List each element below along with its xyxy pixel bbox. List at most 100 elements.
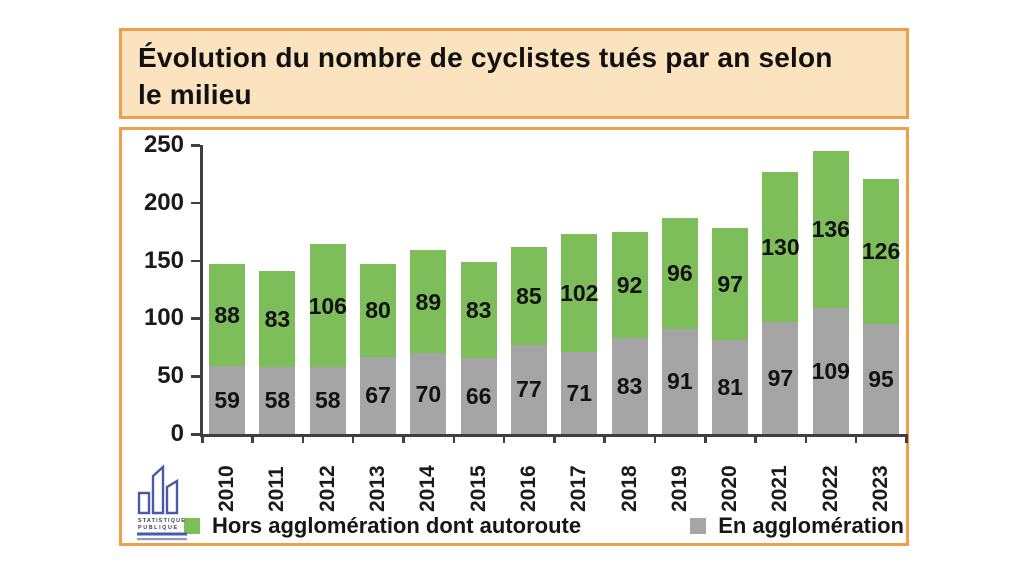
bar-segment-en-agglomeration <box>561 351 598 434</box>
value-label-en-agglomeration: 58 <box>314 387 341 414</box>
x-tick-mark <box>653 434 657 443</box>
y-tick-mark <box>191 259 200 263</box>
value-label-en-agglomeration: 66 <box>465 382 492 409</box>
y-tick-mark <box>191 433 200 436</box>
value-label-en-agglomeration: 58 <box>264 387 291 414</box>
bar-segment-en-agglomeration <box>209 365 246 434</box>
x-axis-year-label: 2017 <box>567 465 591 512</box>
x-axis-year-label: 2010 <box>215 465 239 512</box>
value-label-hors-agglomeration: 89 <box>415 288 442 315</box>
x-tick-mark <box>854 434 858 443</box>
value-label-en-agglomeration: 67 <box>365 382 391 409</box>
logo-buildings-icon <box>137 464 179 515</box>
bar-segment-hors-agglomeration <box>410 250 447 354</box>
value-label-en-agglomeration: 81 <box>717 374 743 401</box>
legend-label-en-agglomeration: En agglomération <box>718 513 904 538</box>
bar-segment-hors-agglomeration <box>762 171 799 322</box>
logo-rule-1 <box>137 532 187 536</box>
value-label-hors-agglomeration: 130 <box>761 233 800 260</box>
y-axis-line <box>200 145 203 437</box>
x-tick-mark <box>502 434 506 443</box>
x-axis-year-label: 2019 <box>667 465 691 512</box>
value-label-hors-agglomeration: 136 <box>811 216 850 243</box>
x-axis-year-label: 2013 <box>366 465 390 512</box>
y-tick-mark <box>191 375 200 378</box>
y-tick-mark <box>191 317 200 320</box>
value-label-en-agglomeration: 95 <box>868 366 894 393</box>
value-label-hors-agglomeration: 102 <box>560 279 599 306</box>
bar-segment-hors-agglomeration <box>510 246 547 345</box>
x-axis-year-label: 2023 <box>869 465 893 512</box>
x-axis-year-label: 2016 <box>516 465 540 512</box>
y-tick-label: 0 <box>170 420 184 447</box>
x-tick-mark <box>301 434 305 443</box>
chart-title-line1: Évolution du nombre de cyclistes tués pa… <box>138 42 833 73</box>
logo-text-line2: PUBLIQUE <box>138 525 179 531</box>
value-label-en-agglomeration: 83 <box>616 373 643 400</box>
x-axis-year-label: 2014 <box>416 465 440 512</box>
bar-segment-hors-agglomeration <box>611 231 648 339</box>
bar-segment-en-agglomeration <box>360 356 397 434</box>
bar-segment-en-agglomeration <box>611 338 648 434</box>
bar-segment-en-agglomeration <box>309 366 346 434</box>
chart-legend: Hors agglomération dont autoroute En agg… <box>184 513 904 539</box>
x-axis-year-label: 2020 <box>718 465 742 512</box>
value-label-en-agglomeration: 97 <box>767 364 794 391</box>
y-tick-label: 100 <box>143 304 184 332</box>
x-axis-year-label: 2012 <box>315 465 339 512</box>
bar-segment-en-agglomeration <box>259 366 296 434</box>
chart-title-box: Évolution du nombre de cyclistes tués pa… <box>119 28 909 119</box>
value-label-hors-agglomeration: 85 <box>516 282 542 309</box>
bar-segment-en-agglomeration <box>712 340 749 434</box>
bar-segment-hors-agglomeration <box>561 234 598 352</box>
value-label-en-agglomeration: 70 <box>415 380 442 407</box>
bar-segment-en-agglomeration <box>661 328 698 434</box>
x-axis-year-label: 2022 <box>818 465 842 512</box>
legend-label-hors-agglomeration: Hors agglomération dont autoroute <box>212 513 582 538</box>
value-label-en-agglomeration: 109 <box>811 357 850 384</box>
bar-segment-en-agglomeration <box>762 321 799 434</box>
x-tick-mark <box>704 434 707 443</box>
logo-rule-2 <box>137 538 187 541</box>
x-axis-year-label: 2018 <box>617 465 641 512</box>
x-tick-mark <box>402 434 405 443</box>
bar-segment-hors-agglomeration <box>259 271 296 367</box>
bar-segment-en-agglomeration <box>863 324 900 434</box>
x-tick-mark <box>754 434 757 443</box>
value-label-hors-agglomeration: 96 <box>667 260 693 287</box>
bar-segment-hors-agglomeration <box>360 264 397 357</box>
bar-segment-hors-agglomeration <box>209 264 246 366</box>
x-tick-mark <box>351 434 355 443</box>
x-tick-mark <box>201 434 204 443</box>
x-axis-year-label: 2011 <box>265 466 289 512</box>
bar-segment-en-agglomeration <box>410 353 447 434</box>
x-tick-mark <box>905 434 908 443</box>
bar-segment-hors-agglomeration <box>812 150 849 308</box>
bar-segment-en-agglomeration <box>510 344 547 434</box>
bar-segment-hors-agglomeration <box>712 228 749 341</box>
y-tick-mark <box>191 144 200 147</box>
chart-panel: 0 50 100 150 200 250 59 88 2010 58 83 2011 58 106 2012… <box>119 127 909 546</box>
x-tick-mark <box>553 434 556 443</box>
bar-segment-hors-agglomeration <box>460 261 497 358</box>
value-label-en-agglomeration: 71 <box>566 379 593 406</box>
value-label-hors-agglomeration: 106 <box>308 292 347 319</box>
logo-text-line1: STATISTIQUE <box>138 518 186 524</box>
value-label-hors-agglomeration: 83 <box>264 305 291 332</box>
x-tick-mark <box>251 434 254 443</box>
value-label-hors-agglomeration: 83 <box>465 296 492 323</box>
value-label-hors-agglomeration: 88 <box>214 301 240 328</box>
value-label-hors-agglomeration: 92 <box>616 271 643 298</box>
value-label-hors-agglomeration: 97 <box>717 271 743 298</box>
x-tick-mark <box>804 434 808 443</box>
x-tick-mark <box>452 434 455 443</box>
legend-swatch-gray <box>690 518 707 534</box>
value-label-en-agglomeration: 59 <box>214 386 240 413</box>
bar-segment-hors-agglomeration <box>661 217 698 329</box>
y-tick-label: 250 <box>143 131 184 158</box>
value-label-en-agglomeration: 91 <box>667 368 693 395</box>
chart-title-line2: le milieu <box>138 79 252 110</box>
value-label-en-agglomeration: 77 <box>516 376 542 403</box>
y-tick-label: 50 <box>157 362 184 390</box>
x-axis-year-label: 2021 <box>768 465 792 512</box>
